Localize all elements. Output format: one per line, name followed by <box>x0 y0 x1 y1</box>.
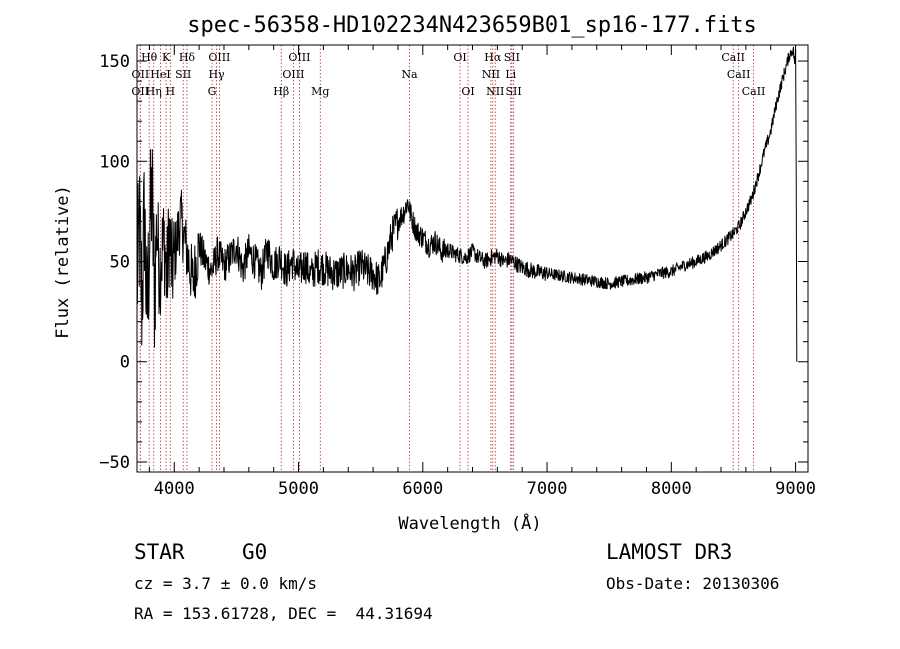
line-label: SII <box>175 68 191 81</box>
line-label: Hβ <box>273 85 289 98</box>
x-tick-label: 9000 <box>775 479 816 499</box>
line-label: Mg <box>311 85 329 98</box>
line-label: G <box>208 85 217 98</box>
x-tick-label: 8000 <box>651 479 692 499</box>
redshift-text: cz = 3.7 ± 0.0 km/s <box>134 574 318 593</box>
series-group <box>136 46 798 362</box>
axes: 4000 5000 6000 7000 8000 9000 −50 0 50 100 150 <box>99 44 816 499</box>
line-label: Hη <box>146 85 162 98</box>
line-label: SII <box>506 85 522 98</box>
y-tick-label: 100 <box>99 152 130 172</box>
line-label: CaII <box>727 68 751 81</box>
line-label: Li <box>505 68 516 81</box>
line-label: NII <box>486 85 504 98</box>
line-label: OI <box>453 51 466 64</box>
y-tick-label: 150 <box>99 52 130 72</box>
line-label: OI <box>461 85 474 98</box>
line-label: Hδ <box>179 51 196 64</box>
x-tick-label: 5000 <box>278 479 319 499</box>
line-label: OIII <box>288 51 310 64</box>
line-label: Hθ <box>141 51 158 64</box>
chart-title: spec-56358-HD102234N423659B01_sp16-177.f… <box>187 13 757 38</box>
line-label: Hα <box>484 51 502 64</box>
x-tick-label: 6000 <box>402 479 443 499</box>
x-axis-label: Wavelength (Å) <box>398 512 541 534</box>
y-tick-label: 50 <box>110 253 130 273</box>
y-tick-label: −50 <box>99 453 130 473</box>
line-label: OII <box>131 85 149 98</box>
survey-name: LAMOST DR3 <box>606 540 733 564</box>
line-label: Na <box>401 68 418 81</box>
obs-date: Obs-Date: 20130306 <box>606 574 780 593</box>
line-label: H <box>166 85 176 98</box>
line-label: SII <box>504 51 520 64</box>
object-subclass: G0 <box>242 540 268 564</box>
line-label: CaII <box>742 85 766 98</box>
x-tick-label: 4000 <box>154 479 195 499</box>
line-label: K <box>162 51 171 64</box>
line-label: OIII <box>208 51 230 64</box>
line-label: CaII <box>721 51 745 64</box>
line-label: Hγ <box>208 68 225 81</box>
line-label: OIII <box>282 68 304 81</box>
object-class: STAR <box>134 540 185 564</box>
line-label: HeI <box>150 68 170 81</box>
y-tick-label: 0 <box>120 353 130 373</box>
spectrum-line <box>136 46 798 362</box>
coordinates: RA = 153.61728, DEC = 44.31694 <box>134 604 433 623</box>
line-label: NII <box>482 68 500 81</box>
x-tick-label: 7000 <box>527 479 568 499</box>
y-axis-label: Flux (relative) <box>53 185 73 339</box>
